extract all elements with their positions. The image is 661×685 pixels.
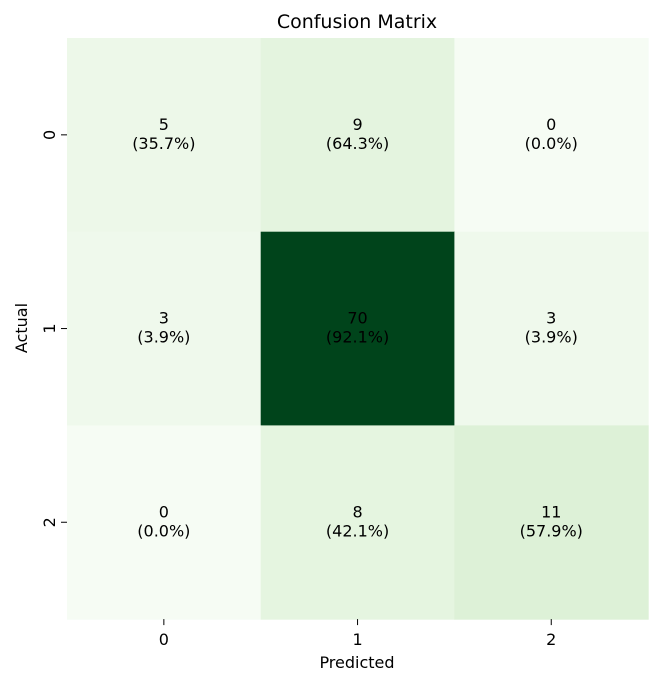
heatmap-grid: 5(35.7%)9(64.3%)0(0.0%)3(3.9%)70(92.1%)3… [67,38,649,620]
cell-count-label: 3 [546,309,556,328]
y-axis-label: Actual [12,303,31,353]
heatmap-cell-0-0 [67,38,262,233]
cell-percent-label: (3.9%) [137,328,190,347]
cell-percent-label: (92.1%) [326,328,389,347]
x-axis-label: Predicted [319,653,394,672]
cell-count-label: 9 [352,115,362,134]
cell-count-label: 0 [546,115,556,134]
heatmap-cell-0-1 [260,38,455,233]
heatmap-cell-2-1 [260,425,455,620]
cell-percent-label: (64.3%) [326,134,389,153]
cell-count-label: 8 [352,502,362,521]
x-axis-ticks: 0 1 2 [159,619,556,649]
heatmap-cell-2-0 [67,425,262,620]
y-tick-label: 0 [40,130,59,140]
heatmap-cell-1-1 [260,231,455,426]
cell-percent-label: (3.9%) [525,328,578,347]
cell-count-label: 3 [159,309,169,328]
y-tick-label: 1 [40,323,59,333]
cell-percent-label: (35.7%) [132,134,195,153]
cell-count-label: 5 [159,115,169,134]
heatmap-cell-2-2 [454,425,649,620]
heatmap-cell-1-2 [454,231,649,426]
y-tick-label: 2 [40,517,59,527]
heatmap-cell-0-2 [454,38,649,233]
x-tick-label: 1 [352,630,362,649]
cell-count-label: 70 [347,309,367,328]
cell-percent-label: (0.0%) [525,134,578,153]
cell-percent-label: (42.1%) [326,521,389,540]
heatmap-cell-1-0 [67,231,262,426]
x-tick-label: 2 [546,630,556,649]
y-axis-ticks: 0 1 2 [40,130,67,527]
cell-percent-label: (57.9%) [520,521,583,540]
chart-title: Confusion Matrix [277,11,437,33]
cell-percent-label: (0.0%) [137,521,190,540]
cell-count-label: 0 [159,502,169,521]
cell-count-label: 11 [541,502,561,521]
x-tick-label: 0 [159,630,169,649]
